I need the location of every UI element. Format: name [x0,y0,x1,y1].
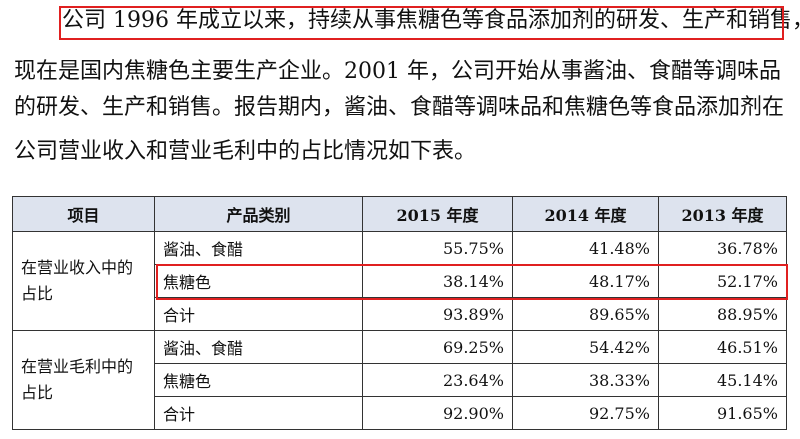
group-label-revenue: 在营业收入中的占比 [12,231,155,331]
category-cell: 酱油、食醋 [154,330,363,364]
value-cell: 38.14% [362,264,513,298]
table-row: 合计 92.90% 92.75% 91.65% [13,396,787,430]
value-cell: 38.33% [512,363,659,397]
table-row: 焦糖色 23.64% 38.33% 45.14% [13,363,787,397]
header-item: 项目 [12,196,155,232]
paragraph-line: 现在是国内焦糖色主要生产企业。2001 年，公司开始从事酱油、食醋等调味品 [14,59,781,84]
value-cell: 46.51% [658,330,787,364]
category-cell: 焦糖色 [154,264,363,298]
value-cell: 23.64% [362,363,513,397]
header-2013: 2013 年度 [658,196,787,232]
table-row: 合计 93.89% 89.65% 88.95% [13,297,787,331]
value-cell: 88.95% [658,297,787,331]
value-cell: 92.90% [362,396,513,430]
category-cell: 合计 [154,396,363,430]
paragraph-line: 公司 1996 年成立以来，持续从事焦糖色等食品添加剂的研发、生产和销售， [62,8,800,33]
paragraph-line: 的研发、生产和销售。报告期内，酱油、食醋等调味品和焦糖色等食品添加剂在 [14,95,785,120]
group-label-gross-profit: 在营业毛利中的占比 [12,330,155,430]
value-cell: 54.42% [512,330,659,364]
header-2014: 2014 年度 [512,196,659,232]
value-cell: 48.17% [512,264,659,298]
value-cell: 41.48% [512,231,659,265]
value-cell: 93.89% [362,297,513,331]
value-cell: 91.65% [658,396,787,430]
value-cell: 69.25% [362,330,513,364]
value-cell: 89.65% [512,297,659,331]
table-header-row: 项目 产品类别 2015 年度 2014 年度 2013 年度 [12,196,787,232]
category-cell: 合计 [154,297,363,331]
table-row: 在营业收入中的占比 酱油、食醋 55.75% 41.48% 36.78% [12,231,787,331]
category-cell: 酱油、食醋 [154,231,363,265]
share-table: 项目 产品类别 2015 年度 2014 年度 2013 年度 在营业收入中的占… [12,196,787,430]
header-category: 产品类别 [154,196,363,232]
value-cell: 92.75% [512,396,659,430]
paragraph-line: 公司营业收入和营业毛利中的占比情况如下表。 [14,139,477,164]
value-cell: 52.17% [658,264,787,298]
table-row: 在营业毛利中的占比 酱油、食醋 69.25% 54.42% 46.51% [12,330,787,430]
value-cell: 55.75% [362,231,513,265]
header-2015: 2015 年度 [362,196,513,232]
category-cell: 焦糖色 [154,363,363,397]
value-cell: 45.14% [658,363,787,397]
value-cell: 36.78% [658,231,787,265]
